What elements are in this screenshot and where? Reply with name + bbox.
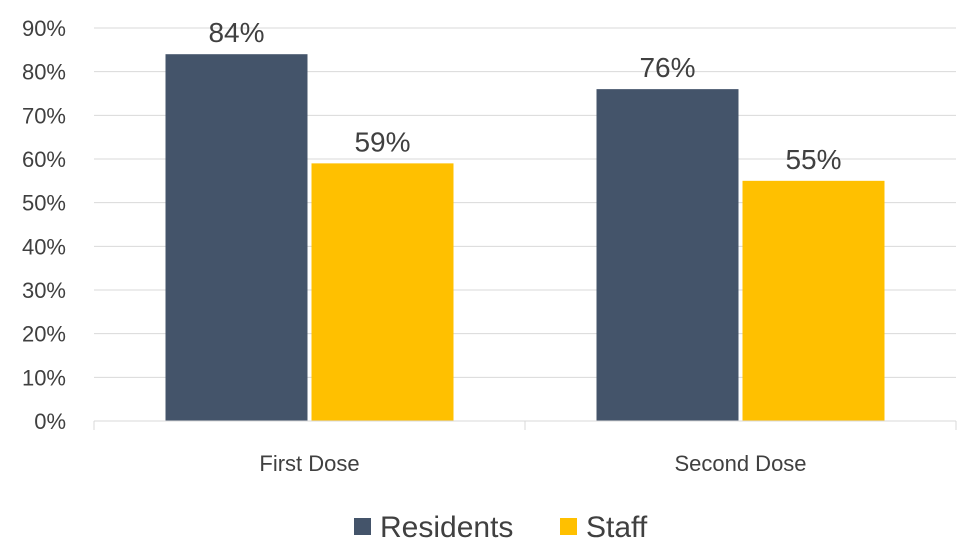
bar-staff-0 xyxy=(311,163,454,421)
legend: Residents Staff xyxy=(354,511,648,544)
bar-staff-1 xyxy=(742,180,885,421)
bars xyxy=(165,54,885,421)
x-axis: First Dose Second Dose xyxy=(93,420,957,476)
data-label: 84% xyxy=(208,17,264,48)
y-tick-label: 60% xyxy=(22,147,66,172)
data-label: 55% xyxy=(785,144,841,175)
y-tick-label: 40% xyxy=(22,234,66,259)
legend-swatch-staff xyxy=(560,518,577,535)
y-tick-label: 20% xyxy=(22,322,66,347)
y-tick-label: 30% xyxy=(22,278,66,303)
data-labels: 84% 59% 76% 55% xyxy=(208,17,841,175)
y-tick-label: 90% xyxy=(22,16,66,41)
x-category-label: First Dose xyxy=(259,451,359,476)
y-tick-label: 70% xyxy=(22,103,66,128)
bar-residents-1 xyxy=(596,89,739,421)
legend-label-residents: Residents xyxy=(380,511,513,544)
bar-residents-0 xyxy=(165,54,308,421)
x-category-label: Second Dose xyxy=(674,451,806,476)
legend-swatch-residents xyxy=(354,518,371,535)
data-label: 76% xyxy=(639,52,695,83)
y-tick-label: 80% xyxy=(22,60,66,85)
legend-label-staff: Staff xyxy=(586,511,648,544)
y-tick-label: 50% xyxy=(22,191,66,216)
y-tick-label: 10% xyxy=(22,365,66,390)
y-tick-label: 0% xyxy=(34,409,66,434)
data-label: 59% xyxy=(354,126,410,157)
y-axis-tick-labels: 0% 10% 20% 30% 40% 50% 60% 70% 80% 90% xyxy=(22,16,66,434)
